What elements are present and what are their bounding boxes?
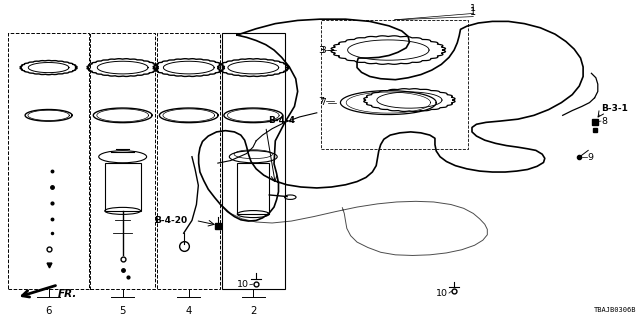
Bar	[105, 163, 141, 211]
Text: TBAJB0306B: TBAJB0306B	[594, 308, 636, 313]
Bar	[157, 33, 220, 289]
Text: 9: 9	[587, 153, 593, 162]
Text: 8: 8	[601, 116, 607, 125]
Text: 4: 4	[186, 307, 192, 316]
Text: 10: 10	[436, 289, 448, 298]
Text: 5: 5	[120, 307, 126, 316]
Bar	[237, 163, 269, 214]
Text: 1: 1	[470, 4, 476, 13]
Text: 7: 7	[321, 98, 326, 107]
Text: 10: 10	[236, 280, 248, 289]
Text: B-4-4: B-4-4	[268, 116, 295, 125]
Text: 3: 3	[318, 45, 324, 54]
Bar	[221, 33, 285, 289]
Text: 7: 7	[319, 97, 324, 106]
Text: 6: 6	[45, 307, 52, 316]
Text: 3: 3	[321, 45, 326, 54]
Bar	[90, 33, 156, 289]
Bar	[321, 20, 468, 149]
Bar	[8, 33, 89, 289]
Text: FR.: FR.	[58, 289, 77, 299]
Text: B-4-20: B-4-20	[154, 216, 187, 225]
Text: 2: 2	[250, 307, 257, 316]
Text: 1: 1	[470, 7, 476, 17]
Text: B-3-1: B-3-1	[601, 104, 628, 113]
